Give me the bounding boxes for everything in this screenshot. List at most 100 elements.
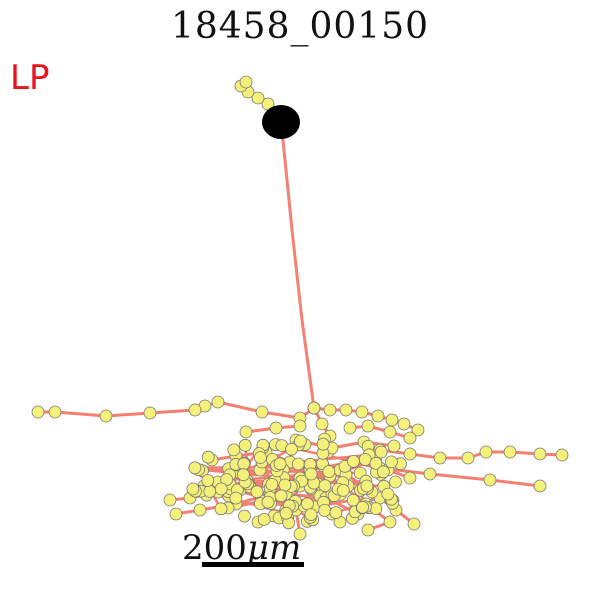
neurite-node bbox=[389, 475, 402, 489]
neurite-node bbox=[318, 503, 332, 517]
neurite-node bbox=[385, 413, 399, 427]
neurite-node bbox=[329, 506, 343, 519]
neurite-node bbox=[214, 482, 228, 496]
neurite-node bbox=[358, 453, 372, 466]
neurite-node bbox=[274, 489, 288, 503]
neurite-node bbox=[203, 484, 217, 498]
neurite-node bbox=[461, 451, 475, 465]
neurite-branch bbox=[36, 400, 316, 420]
neurite-node bbox=[239, 75, 253, 89]
neurite-node bbox=[265, 477, 279, 491]
neurite-node bbox=[304, 467, 318, 481]
neurite-node bbox=[250, 485, 264, 499]
neurite-node bbox=[48, 405, 62, 419]
region-label: LP bbox=[10, 58, 50, 98]
neurite-node bbox=[361, 523, 375, 537]
neurite-node bbox=[356, 500, 370, 514]
neurite-node bbox=[201, 474, 215, 487]
neurite-node bbox=[293, 434, 307, 448]
scale-bar-label: 200μm bbox=[182, 528, 301, 568]
neurite-node bbox=[533, 479, 547, 493]
neurite-node bbox=[285, 442, 298, 456]
neurite-node bbox=[479, 445, 493, 459]
neurite-node bbox=[211, 395, 225, 409]
neurite-node bbox=[336, 483, 350, 497]
neurite-node bbox=[273, 457, 287, 471]
neurite-node bbox=[229, 491, 243, 505]
neurite-node bbox=[323, 403, 337, 417]
scale-bar-unit: μm bbox=[246, 528, 302, 568]
neurite-node bbox=[503, 445, 517, 459]
neurite-node bbox=[407, 517, 421, 531]
neurite-node bbox=[163, 493, 177, 507]
neurite-nodes bbox=[31, 75, 569, 541]
neurite-node bbox=[239, 425, 253, 439]
neurite-node bbox=[318, 479, 332, 493]
neurite-node bbox=[361, 419, 375, 433]
soma bbox=[262, 105, 300, 139]
neurite-node bbox=[238, 438, 252, 452]
neurite-node bbox=[423, 467, 437, 481]
neurite-node bbox=[300, 497, 314, 511]
neurite-branch bbox=[378, 466, 542, 488]
neurite-node bbox=[220, 473, 234, 487]
neurite-node bbox=[383, 425, 397, 439]
neurite-node bbox=[269, 421, 283, 435]
neurite-node bbox=[403, 431, 417, 445]
neurite-node bbox=[255, 405, 269, 419]
neurite-node bbox=[483, 473, 497, 487]
neurite-node bbox=[383, 515, 397, 529]
neurite-node bbox=[343, 421, 357, 435]
neurite-node bbox=[251, 91, 265, 105]
neurite-node bbox=[237, 457, 251, 471]
neurite-node bbox=[188, 461, 202, 475]
neurite-node bbox=[339, 403, 353, 417]
neurite-node bbox=[293, 419, 307, 433]
neurite-node bbox=[186, 482, 200, 496]
neurite-node bbox=[31, 405, 45, 419]
neurite-node bbox=[347, 454, 360, 468]
neurite-node bbox=[360, 479, 374, 493]
neurite-node bbox=[533, 447, 547, 461]
neurite-node bbox=[384, 455, 398, 469]
figure-title: 18458_00150 bbox=[170, 6, 430, 47]
neurite-node bbox=[371, 409, 385, 423]
neurite-node bbox=[169, 507, 183, 521]
neurite-node bbox=[193, 503, 207, 517]
neurite-node bbox=[433, 451, 447, 465]
neurite-node bbox=[403, 471, 417, 485]
neurite-node bbox=[411, 423, 425, 437]
neurite-node bbox=[257, 513, 271, 526]
neurite-node bbox=[279, 506, 293, 520]
neurite-node bbox=[236, 468, 250, 482]
neurite-node bbox=[99, 409, 113, 423]
neurite-node bbox=[369, 456, 383, 470]
neurite-node bbox=[307, 401, 321, 415]
neurite-node bbox=[293, 527, 307, 541]
neurite-node bbox=[374, 445, 388, 459]
neurite-node bbox=[555, 448, 569, 462]
neurite-branch bbox=[348, 424, 412, 440]
neurite-node bbox=[369, 502, 383, 516]
neurite-node bbox=[315, 417, 329, 431]
neurite-node bbox=[214, 502, 228, 516]
neurite-node bbox=[376, 465, 390, 479]
neurite-node bbox=[397, 417, 411, 431]
neurite-node bbox=[403, 447, 417, 461]
neurite-node bbox=[253, 451, 267, 464]
neurite-node bbox=[237, 509, 251, 523]
scale-bar bbox=[202, 562, 304, 567]
neurite-node bbox=[227, 443, 241, 457]
neurite-node bbox=[261, 495, 275, 509]
neurite-node bbox=[304, 508, 318, 521]
neurite-node bbox=[316, 437, 330, 451]
neurite-node bbox=[278, 478, 292, 492]
neurite-node bbox=[381, 487, 395, 501]
neurite-node bbox=[355, 405, 369, 419]
neurite-node bbox=[387, 439, 401, 453]
neurite-node bbox=[143, 406, 157, 420]
scale-bar-value: 200 bbox=[182, 528, 247, 568]
neurite-node bbox=[201, 450, 215, 464]
neurite-branch bbox=[279, 120, 316, 410]
